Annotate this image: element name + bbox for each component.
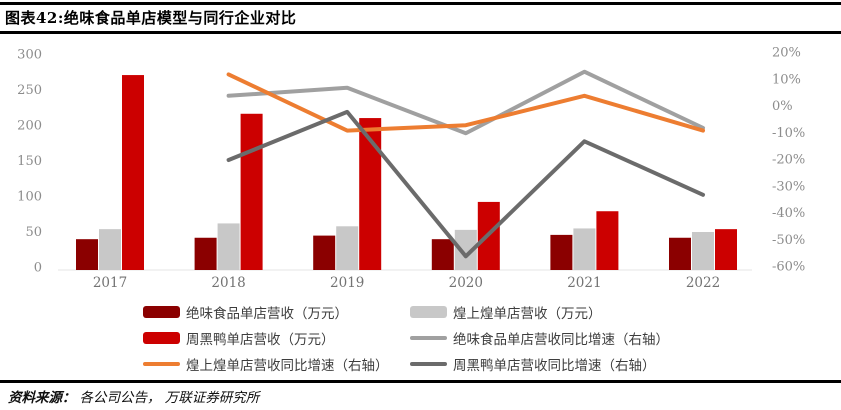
line-series xyxy=(226,72,705,133)
chart-legend: 绝味食品单店营收（万元） 周黑鸭单店营收（万元） 煌上煌单店营收同比增速（右轴） 煌上… xyxy=(143,302,669,380)
legend-line-swatch xyxy=(410,362,447,366)
bar xyxy=(454,229,477,270)
right-axis-tick: -10% xyxy=(772,126,805,141)
bar xyxy=(194,237,217,270)
legend-label: 周黑鸭单店营收（万元） xyxy=(186,332,335,348)
legend-bar-swatch xyxy=(143,332,180,344)
legend-column: 煌上煌单店营收（万元） 绝味食品单店营收同比增速（右轴） 周黑鸭单店营收同比增速（右… xyxy=(410,302,669,380)
bar xyxy=(715,229,737,270)
top-rule xyxy=(0,2,841,5)
source-note: 资料来源： 各公司公告， 万联证券研究所 xyxy=(8,386,259,406)
legend-item: 周黑鸭单店营收同比增速（右轴） xyxy=(410,354,669,374)
right-axis-tick: -60% xyxy=(772,260,805,275)
left-axis-tick: 0 xyxy=(34,261,42,276)
year-label: 2019 xyxy=(330,275,364,291)
source-text: 各公司公告， 万联证券研究所 xyxy=(79,390,260,406)
left-axis-tick: 100 xyxy=(17,190,42,205)
legend-label: 绝味食品单店营收（万元） xyxy=(186,306,348,322)
legend-line-swatch xyxy=(143,362,180,366)
bar xyxy=(122,75,144,270)
legend-column: 绝味食品单店营收（万元） 周黑鸭单店营收（万元） 煌上煌单店营收同比增速（右轴） xyxy=(143,302,410,380)
left-axis-tick: 50 xyxy=(25,225,42,240)
legend-bar-swatch xyxy=(143,306,180,318)
bar xyxy=(573,228,596,270)
right-axis-tick: -40% xyxy=(772,206,805,221)
bar xyxy=(550,234,573,270)
legend-label: 煌上煌单店营收同比增速（右轴） xyxy=(186,358,389,374)
right-axis-tick: 10% xyxy=(772,72,801,87)
right-axis-tick: -20% xyxy=(772,153,805,168)
legend-item: 绝味食品单店营收（万元） xyxy=(143,302,410,322)
legend-item: 绝味食品单店营收同比增速（右轴） xyxy=(410,328,669,348)
year-label: 2020 xyxy=(449,275,483,291)
bar xyxy=(240,113,263,271)
right-axis-tick: -30% xyxy=(772,179,805,194)
year-label: 2022 xyxy=(686,275,720,291)
line-series xyxy=(226,69,705,136)
right-axis-tick: 0% xyxy=(772,99,793,114)
legend-bar-swatch xyxy=(410,306,447,318)
bar xyxy=(99,229,121,270)
bar xyxy=(217,223,240,270)
line-series xyxy=(226,109,705,259)
left-axis-tick: 200 xyxy=(17,119,42,134)
bottom-rule xyxy=(0,380,841,383)
bar xyxy=(76,239,98,270)
bar xyxy=(596,211,619,270)
year-label: 2017 xyxy=(93,275,127,291)
right-axis-tick: -50% xyxy=(772,233,805,248)
legend-item: 煌上煌单店营收（万元） xyxy=(410,302,669,322)
left-axis-tick: 150 xyxy=(17,154,42,169)
legend-line-swatch xyxy=(410,336,447,340)
legend-item: 煌上煌单店营收同比增速（右轴） xyxy=(143,354,410,374)
title-underline-rule xyxy=(0,31,841,34)
bar xyxy=(692,232,714,270)
bar xyxy=(336,226,359,270)
figure-title: 图表42:绝味食品单店模型与同行企业对比 xyxy=(5,9,297,27)
source-prefix: 资料来源： xyxy=(8,390,76,406)
year-label: 2021 xyxy=(567,275,601,291)
year-label: 2018 xyxy=(211,275,245,291)
left-axis-tick: 250 xyxy=(17,83,42,98)
legend-item: 周黑鸭单店营收（万元） xyxy=(143,328,410,348)
bar xyxy=(313,235,336,270)
right-axis-tick: 20% xyxy=(772,46,801,61)
bar xyxy=(359,118,382,270)
chart-canvas: 0 50 100 150 200 250 300 20% 10% 0% -10% -20% -30% -4… xyxy=(17,46,805,292)
legend-label: 绝味食品单店营收同比增速（右轴） xyxy=(453,332,669,348)
bar xyxy=(431,239,454,270)
legend-label: 周黑鸭单店营收同比增速（右轴） xyxy=(453,358,656,374)
bar xyxy=(669,237,691,270)
legend-label: 煌上煌单店营收（万元） xyxy=(453,306,602,322)
left-axis-tick: 300 xyxy=(17,48,42,63)
